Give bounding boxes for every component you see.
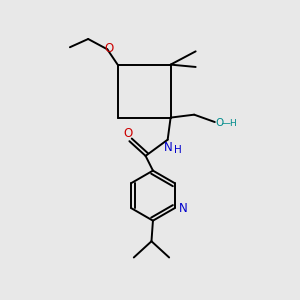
Text: O: O	[123, 127, 133, 140]
Text: O: O	[216, 118, 224, 128]
Text: H: H	[174, 145, 182, 155]
Text: N: N	[164, 141, 172, 154]
Text: —H: —H	[221, 119, 237, 128]
Text: O: O	[105, 42, 114, 55]
Text: N: N	[178, 202, 187, 215]
